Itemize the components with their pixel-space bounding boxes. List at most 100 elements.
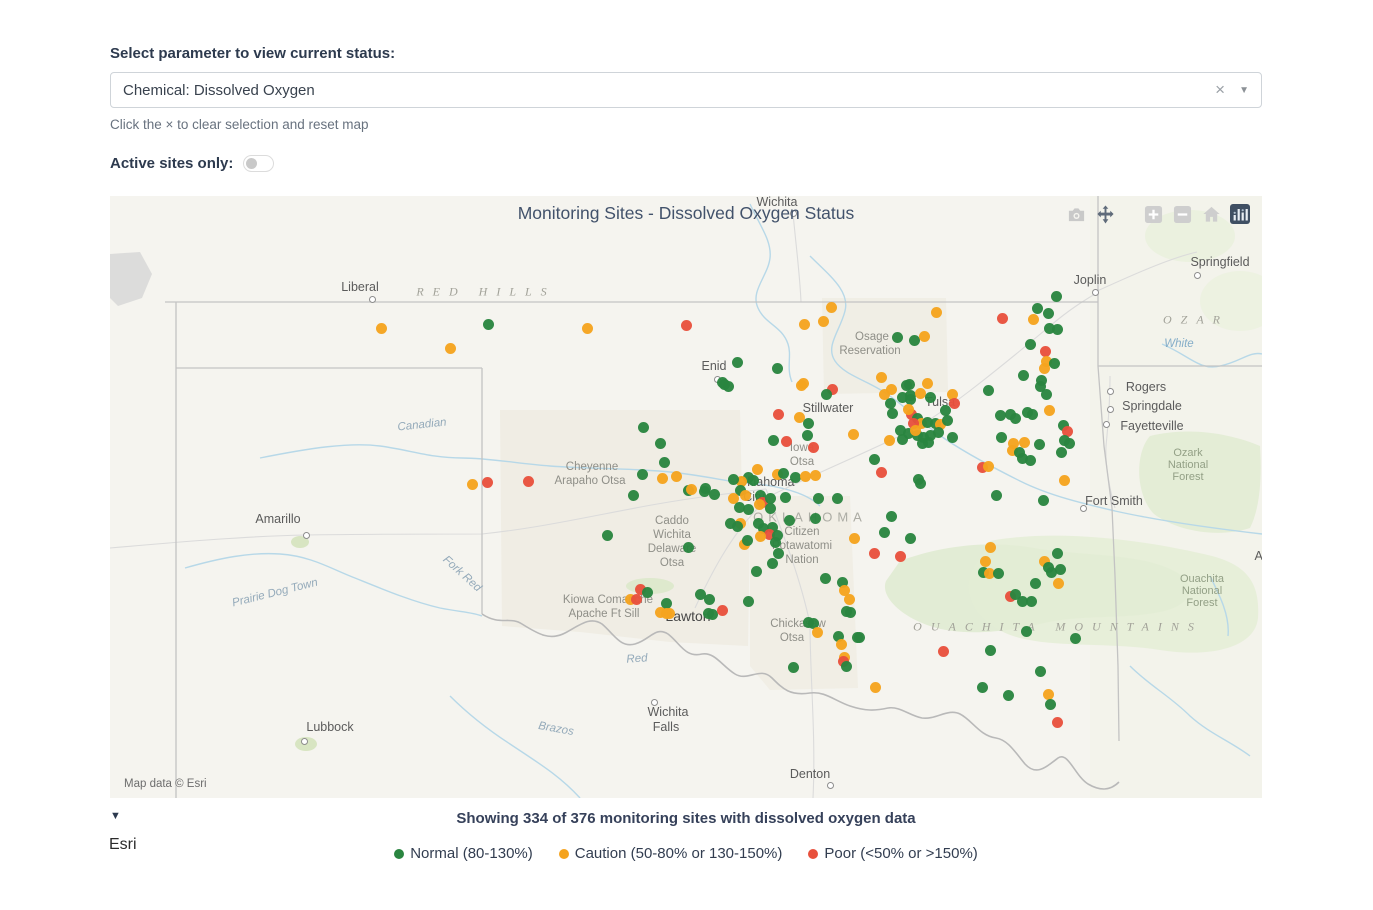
clear-selection-icon[interactable]: × bbox=[1215, 80, 1226, 99]
site-dot[interactable] bbox=[741, 534, 753, 546]
site-dot[interactable] bbox=[809, 512, 821, 524]
site-dot[interactable] bbox=[1069, 632, 1081, 644]
site-dot[interactable] bbox=[722, 380, 734, 392]
site-dot[interactable] bbox=[977, 566, 989, 578]
site-dot[interactable] bbox=[694, 588, 706, 600]
site-dot[interactable] bbox=[844, 606, 856, 618]
site-dot[interactable] bbox=[868, 547, 880, 559]
site-dot[interactable] bbox=[914, 387, 926, 399]
site-dot[interactable] bbox=[885, 383, 897, 395]
site-dot[interactable] bbox=[1051, 547, 1063, 559]
site-dot[interactable] bbox=[1057, 419, 1069, 431]
site-dot[interactable] bbox=[739, 489, 751, 501]
site-dot[interactable] bbox=[924, 429, 936, 441]
site-dot[interactable] bbox=[1050, 290, 1062, 302]
site-dot[interactable] bbox=[727, 473, 739, 485]
site-dot[interactable] bbox=[984, 644, 996, 656]
site-dot[interactable] bbox=[941, 414, 953, 426]
site-dot[interactable] bbox=[875, 466, 887, 478]
site-dot[interactable] bbox=[772, 547, 784, 559]
site-dot[interactable] bbox=[902, 403, 914, 415]
site-dot[interactable] bbox=[1009, 588, 1021, 600]
site-dot[interactable] bbox=[1024, 454, 1036, 466]
site-dot[interactable] bbox=[817, 315, 829, 327]
site-dot[interactable] bbox=[634, 583, 646, 595]
site-dot[interactable] bbox=[751, 463, 763, 475]
site-dot[interactable] bbox=[466, 478, 478, 490]
site-dot[interactable] bbox=[868, 453, 880, 465]
site-dot[interactable] bbox=[735, 475, 747, 487]
site-dot[interactable] bbox=[581, 322, 593, 334]
site-dot[interactable] bbox=[902, 427, 914, 439]
site-dot[interactable] bbox=[1042, 688, 1054, 700]
site-dot[interactable] bbox=[624, 593, 636, 605]
site-dot[interactable] bbox=[779, 491, 791, 503]
site-dot[interactable] bbox=[1033, 438, 1045, 450]
site-dot[interactable] bbox=[1031, 302, 1043, 314]
site-dot[interactable] bbox=[1024, 338, 1036, 350]
site-dot[interactable] bbox=[682, 541, 694, 553]
site-dot[interactable] bbox=[724, 517, 736, 529]
site-dot[interactable] bbox=[1017, 369, 1029, 381]
site-dot[interactable] bbox=[979, 555, 991, 567]
site-dot[interactable] bbox=[904, 389, 916, 401]
site-dot[interactable] bbox=[875, 371, 887, 383]
site-dot[interactable] bbox=[793, 411, 805, 423]
site-dot[interactable] bbox=[731, 520, 743, 532]
site-dot[interactable] bbox=[832, 630, 844, 642]
site-dot[interactable] bbox=[444, 342, 456, 354]
site-dot[interactable] bbox=[801, 429, 813, 441]
site-dot[interactable] bbox=[838, 584, 850, 596]
site-dot[interactable] bbox=[1063, 437, 1075, 449]
site-dot[interactable] bbox=[716, 604, 728, 616]
site-dot[interactable] bbox=[1040, 388, 1052, 400]
site-dot[interactable] bbox=[1040, 355, 1052, 367]
site-dot[interactable] bbox=[766, 557, 778, 569]
site-dot[interactable] bbox=[996, 312, 1008, 324]
site-dot[interactable] bbox=[922, 436, 934, 448]
site-dot[interactable] bbox=[767, 434, 779, 446]
site-dot[interactable] bbox=[916, 437, 928, 449]
site-dot[interactable] bbox=[1044, 698, 1056, 710]
site-dot[interactable] bbox=[917, 431, 929, 443]
site-dot[interactable] bbox=[1035, 374, 1047, 386]
site-dot[interactable] bbox=[896, 433, 908, 445]
site-dot[interactable] bbox=[733, 501, 745, 513]
site-dot[interactable] bbox=[601, 529, 613, 541]
pan-icon[interactable] bbox=[1095, 204, 1115, 224]
site-dot[interactable] bbox=[948, 397, 960, 409]
site-dot[interactable] bbox=[766, 521, 778, 533]
site-dot[interactable] bbox=[836, 576, 848, 588]
site-dot[interactable] bbox=[1034, 665, 1046, 677]
esri-attribution[interactable]: Esri bbox=[109, 836, 137, 853]
site-dot[interactable] bbox=[990, 489, 1002, 501]
site-dot[interactable] bbox=[835, 638, 847, 650]
site-dot[interactable] bbox=[921, 377, 933, 389]
site-dot[interactable] bbox=[984, 541, 996, 553]
site-dot[interactable] bbox=[930, 306, 942, 318]
site-dot[interactable] bbox=[798, 318, 810, 330]
site-dot[interactable] bbox=[1054, 563, 1066, 575]
site-dot[interactable] bbox=[807, 617, 819, 629]
parameter-dropdown[interactable]: Chemical: Dissolved Oxygen × ▼ bbox=[110, 72, 1262, 108]
site-dot[interactable] bbox=[708, 488, 720, 500]
site-dot[interactable] bbox=[753, 498, 765, 510]
site-dot[interactable] bbox=[1004, 408, 1016, 420]
active-sites-toggle[interactable] bbox=[243, 155, 275, 172]
site-dot[interactable] bbox=[840, 660, 852, 672]
site-dot[interactable] bbox=[903, 378, 915, 390]
site-dot[interactable] bbox=[894, 424, 906, 436]
site-dot[interactable] bbox=[937, 645, 949, 657]
site-dot[interactable] bbox=[771, 529, 783, 541]
site-dot[interactable] bbox=[848, 532, 860, 544]
site-dot[interactable] bbox=[522, 475, 534, 487]
site-dot[interactable] bbox=[752, 517, 764, 529]
site-dot[interactable] bbox=[789, 471, 801, 483]
site-dot[interactable] bbox=[914, 477, 926, 489]
site-dot[interactable] bbox=[797, 377, 809, 389]
site-dot[interactable] bbox=[946, 431, 958, 443]
zoom-out-icon[interactable] bbox=[1172, 204, 1192, 224]
site-dot[interactable] bbox=[754, 530, 766, 542]
site-dot[interactable] bbox=[1052, 577, 1064, 589]
site-dot[interactable] bbox=[802, 417, 814, 429]
